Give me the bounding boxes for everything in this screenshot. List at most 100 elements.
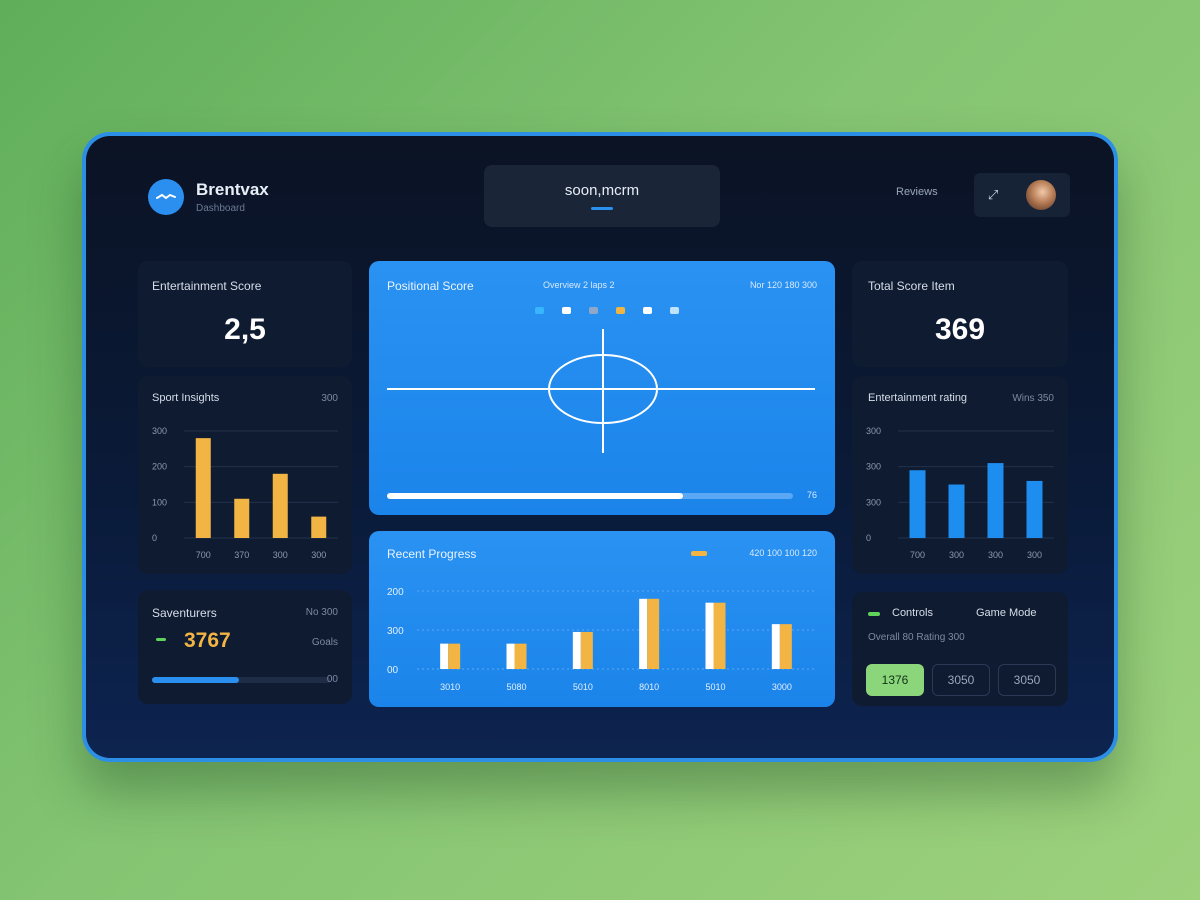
total-score-card: Total Score Item 369 bbox=[852, 261, 1068, 367]
reviews-link[interactable]: Reviews bbox=[896, 186, 938, 198]
bar bbox=[195, 438, 211, 538]
bar-white bbox=[572, 631, 581, 669]
option-button-3[interactable]: 3050 bbox=[998, 664, 1056, 696]
sport-insights-chart: 300 200 100 0 700 370 300 300 bbox=[152, 426, 338, 560]
card-title: Sport Insights bbox=[152, 392, 220, 404]
x-tick-label: 300 bbox=[988, 550, 1003, 560]
y-tick-label: 300 bbox=[387, 626, 404, 637]
legend-dot bbox=[589, 307, 598, 314]
entertainment-rating-chart: 300 300 300 0 700 300 300 300 bbox=[866, 426, 1054, 560]
bar bbox=[272, 473, 288, 538]
status-dot bbox=[156, 638, 166, 641]
x-tick-label: 370 bbox=[234, 550, 249, 560]
legend-row bbox=[535, 307, 679, 314]
progress-value: 3767 bbox=[184, 629, 231, 652]
goals-label: Goals bbox=[311, 637, 338, 648]
bar bbox=[948, 484, 965, 538]
y-tick-label: 00 bbox=[387, 665, 399, 676]
search-box[interactable]: soon,mcrm bbox=[484, 165, 720, 227]
progress-track bbox=[152, 677, 330, 683]
x-tick-label: 300 bbox=[949, 550, 964, 560]
wave-icon bbox=[156, 193, 176, 200]
brand-logo-icon[interactable] bbox=[148, 179, 184, 215]
option-button-2[interactable]: 3050 bbox=[932, 664, 990, 696]
legend-dot bbox=[562, 307, 571, 314]
card-meta: Wins 350 bbox=[1012, 393, 1054, 404]
status-dot bbox=[868, 612, 880, 616]
card-title: Entertainment rating bbox=[868, 392, 968, 404]
bar bbox=[234, 498, 250, 538]
x-tick-label: 5010 bbox=[573, 682, 593, 692]
progress-track bbox=[387, 493, 793, 499]
x-tick-label: 300 bbox=[273, 550, 288, 560]
expand-icon[interactable]: ⤢ bbox=[987, 187, 999, 202]
x-tick-label: 5080 bbox=[506, 682, 526, 692]
card-header-right: Nor 120 180 300 bbox=[749, 280, 817, 290]
brand-name: Brentvax bbox=[196, 180, 269, 199]
y-tick-label: 0 bbox=[152, 533, 157, 543]
x-tick-label: 700 bbox=[196, 550, 211, 560]
card-header-mid: Overview 2 laps 2 bbox=[543, 280, 615, 290]
bar bbox=[987, 463, 1004, 538]
y-tick-label: 100 bbox=[152, 497, 167, 507]
bar-white bbox=[705, 602, 714, 669]
stat-value: 2,5 bbox=[224, 313, 266, 346]
progress-fill bbox=[387, 493, 684, 499]
entertainment-score-card: Entertainment Score 2,5 bbox=[138, 261, 352, 367]
bar bbox=[1026, 480, 1043, 538]
y-tick-label: 0 bbox=[866, 533, 871, 543]
card-title: Recent Progress bbox=[387, 547, 477, 561]
legend-dot bbox=[670, 307, 679, 314]
bar bbox=[580, 631, 593, 669]
bar bbox=[514, 643, 527, 669]
bar bbox=[713, 602, 726, 669]
y-tick-label: 200 bbox=[387, 587, 404, 598]
legend-dot bbox=[643, 307, 652, 314]
bar-white bbox=[639, 598, 648, 669]
top-actions: ⤢ bbox=[974, 173, 1070, 217]
y-tick-label: 300 bbox=[866, 426, 881, 436]
card-title: Positional Score bbox=[387, 279, 474, 293]
search-underline bbox=[591, 207, 613, 210]
entertainment-rating-card: Entertainment rating Wins 350 300 300 300 0… bbox=[852, 376, 1068, 574]
dashboard-screen: Brentvax Dashboard soon,mcrm Reviews ⤢ E… bbox=[86, 136, 1114, 758]
card-meta: 300 bbox=[321, 393, 338, 404]
card-title: Entertainment Score bbox=[152, 279, 262, 293]
legend-dot bbox=[535, 307, 544, 314]
y-tick-label: 200 bbox=[152, 462, 167, 472]
sport-insights-card: Sport Insights 300 300 200 100 0 700 370 300 30… bbox=[138, 376, 352, 574]
bar bbox=[448, 643, 461, 669]
device-frame: Brentvax Dashboard soon,mcrm Reviews ⤢ E… bbox=[82, 132, 1118, 762]
x-tick-label: 3010 bbox=[440, 682, 460, 692]
recent-progress-chart: 200 300 00 3010 5080 5010 8010 5010 3000 bbox=[387, 587, 815, 692]
controls-sub: Overall 80 Rating 300 bbox=[868, 632, 965, 643]
x-tick-label: 5010 bbox=[705, 682, 725, 692]
y-tick-label: 300 bbox=[152, 426, 167, 436]
x-tick-label: 700 bbox=[910, 550, 925, 560]
card-meta: No 300 bbox=[305, 607, 338, 618]
card-title: Total Score Item bbox=[868, 279, 955, 293]
stat-value: 369 bbox=[934, 313, 986, 346]
x-tick-label: 8010 bbox=[639, 682, 659, 692]
legend-swatch bbox=[691, 551, 707, 556]
bar bbox=[779, 624, 792, 669]
progress-end: 00 bbox=[326, 674, 338, 685]
game-mode-label: Game Mode bbox=[976, 607, 1037, 619]
avatar[interactable] bbox=[1026, 180, 1057, 210]
bar-white bbox=[771, 624, 780, 669]
saventurers-card: Saventurers No 300 3767 Goals 00 bbox=[138, 590, 352, 704]
bar bbox=[311, 516, 327, 538]
field-diagram bbox=[387, 329, 815, 453]
bar-white bbox=[506, 643, 515, 669]
bar bbox=[647, 598, 660, 669]
positional-score-card: Positional Score Overview 2 laps 2 Nor 1… bbox=[369, 261, 835, 515]
card-title: Saventurers bbox=[152, 606, 217, 620]
search-text: soon,mcrm bbox=[564, 182, 640, 199]
y-tick-label: 300 bbox=[866, 497, 881, 507]
progress-end: 76 bbox=[806, 490, 817, 500]
recent-progress-card: Recent Progress 420 100 100 120 200 300 00… bbox=[369, 531, 835, 707]
y-tick-label: 300 bbox=[866, 462, 881, 472]
controls-card: Controls Game Mode Overall 80 Rating 300… bbox=[852, 592, 1068, 706]
option-button-1[interactable]: 1376 bbox=[866, 664, 924, 696]
brand-subtitle: Dashboard bbox=[196, 203, 245, 214]
